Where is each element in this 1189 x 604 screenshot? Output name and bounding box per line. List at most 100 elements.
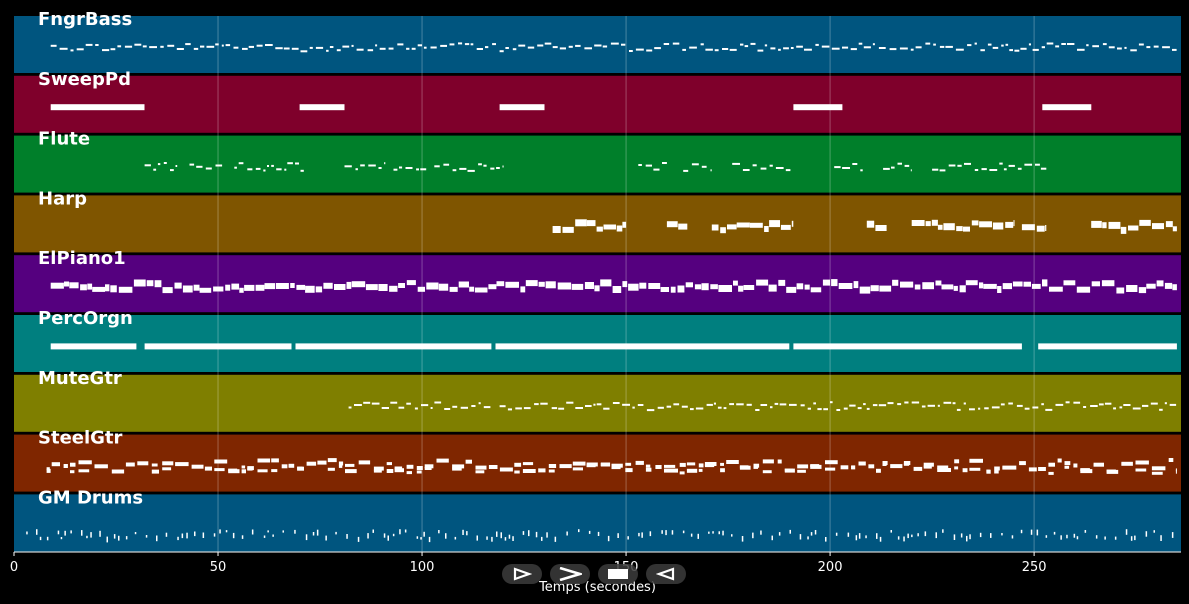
- note: [974, 169, 979, 171]
- note: [825, 537, 827, 542]
- note: [686, 462, 696, 466]
- note: [1091, 220, 1102, 228]
- note: [663, 43, 670, 45]
- note: [1153, 45, 1159, 48]
- note: [1013, 220, 1015, 227]
- note: [855, 535, 858, 541]
- note: [213, 286, 224, 292]
- note: [514, 462, 522, 467]
- note: [664, 464, 676, 468]
- note: [551, 407, 558, 410]
- note: [399, 166, 403, 169]
- note: [992, 222, 1004, 230]
- note: [711, 224, 719, 231]
- note: [85, 43, 93, 46]
- note: [653, 168, 660, 171]
- note: [969, 534, 971, 540]
- note: [552, 46, 558, 49]
- note: [941, 284, 954, 290]
- note: [106, 536, 108, 543]
- track-notes: [552, 219, 1177, 234]
- note: [189, 163, 195, 166]
- note: [989, 169, 998, 171]
- note: [937, 468, 951, 472]
- note: [690, 533, 693, 537]
- note: [804, 48, 812, 51]
- note: [917, 533, 919, 537]
- note: [57, 530, 60, 535]
- note: [857, 407, 862, 410]
- note: [954, 459, 960, 464]
- note: [157, 163, 161, 166]
- note: [282, 530, 284, 533]
- note: [496, 531, 498, 537]
- note: [628, 283, 639, 291]
- note: [492, 43, 496, 46]
- track-lane-gm-drums: [14, 494, 1181, 552]
- note: [1020, 529, 1023, 534]
- note: [1095, 535, 1098, 539]
- track-notes: [144, 162, 1047, 172]
- note: [666, 221, 678, 228]
- note: [284, 168, 287, 171]
- note: [1073, 401, 1081, 404]
- note: [566, 531, 568, 536]
- note: [102, 49, 110, 52]
- next-button[interactable]: [550, 564, 590, 584]
- note: [1038, 343, 1177, 350]
- note: [160, 45, 164, 48]
- note: [571, 283, 584, 290]
- note: [1014, 49, 1020, 52]
- note: [813, 402, 816, 405]
- note: [596, 226, 603, 232]
- note: [1116, 287, 1125, 294]
- note: [842, 46, 849, 49]
- note: [548, 469, 555, 473]
- note: [454, 536, 457, 540]
- note: [834, 166, 841, 169]
- note: [1076, 286, 1091, 293]
- back-button[interactable]: [646, 564, 686, 584]
- note: [239, 287, 244, 293]
- note: [111, 469, 125, 474]
- note: [738, 285, 744, 292]
- note: [876, 533, 878, 539]
- note: [452, 169, 457, 172]
- play-button[interactable]: [502, 564, 542, 584]
- note: [698, 463, 704, 468]
- chevron-right-icon: [559, 567, 582, 581]
- note: [953, 285, 958, 291]
- note: [1164, 402, 1167, 405]
- note: [588, 530, 591, 534]
- note: [559, 464, 572, 469]
- note: [726, 460, 739, 464]
- note: [791, 220, 794, 227]
- note: [238, 162, 244, 165]
- note: [858, 461, 866, 466]
- note: [156, 535, 158, 542]
- note: [534, 403, 539, 406]
- note: [578, 529, 580, 533]
- note: [133, 279, 146, 287]
- note: [662, 162, 667, 164]
- note: [505, 281, 519, 288]
- track-lane-sweeppd: [14, 75, 1181, 133]
- note: [739, 465, 749, 469]
- note: [294, 529, 296, 534]
- note: [1124, 46, 1127, 49]
- stop-button[interactable]: [598, 564, 638, 584]
- track-label: Harp: [38, 188, 87, 209]
- track-label: GM Drums: [38, 487, 143, 508]
- note: [933, 43, 936, 46]
- note: [1090, 405, 1098, 407]
- note: [1042, 279, 1048, 287]
- note: [790, 47, 794, 49]
- stop-icon: [608, 569, 628, 579]
- note: [95, 44, 99, 46]
- note: [971, 220, 979, 226]
- note: [1150, 402, 1158, 405]
- note: [704, 462, 717, 466]
- note: [891, 166, 895, 169]
- note: [878, 47, 886, 49]
